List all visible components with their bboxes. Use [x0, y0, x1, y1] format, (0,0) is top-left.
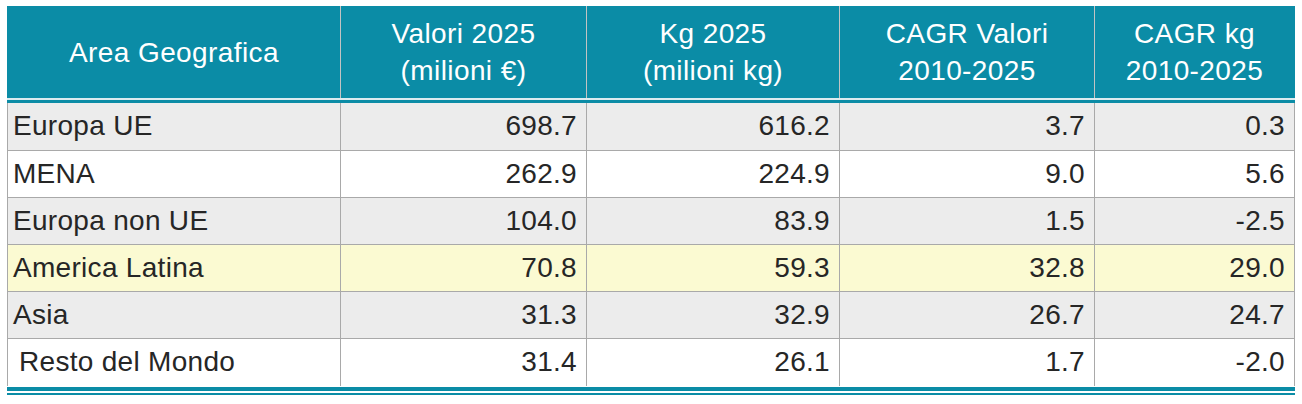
header-cell-kg-2025: Kg 2025 (milioni kg) [586, 6, 839, 98]
cagr-kg-cell: 0.3 [1094, 103, 1294, 150]
area-cell: Asia [8, 292, 340, 338]
table-row-asia: Asia 31.3 32.9 26.7 24.7 [8, 291, 1294, 338]
kg-2025-cell: 224.9 [586, 151, 839, 197]
table-row-america-latina-highlighted: America Latina 70.8 59.3 32.8 29.0 [8, 244, 1294, 291]
header-sublabel: 2010-2025 [898, 52, 1036, 89]
header-cell-cagr-valori: CAGR Valori 2010-2025 [839, 6, 1094, 98]
table-row-resto-del-mondo: Resto del Mondo 31.4 26.1 1.7 -2.0 [8, 338, 1294, 386]
header-cell-cagr-kg: CAGR kg 2010-2025 [1094, 6, 1294, 98]
valori-2025-cell: 698.7 [340, 103, 586, 150]
valori-2025-cell: 31.3 [340, 292, 586, 338]
cagr-kg-cell: 29.0 [1094, 245, 1294, 291]
cagr-kg-cell: 24.7 [1094, 292, 1294, 338]
header-sublabel: (milioni €) [401, 52, 527, 89]
valori-2025-cell: 70.8 [340, 245, 586, 291]
table-row-europa-non-ue: Europa non UE 104.0 83.9 1.5 -2.5 [8, 197, 1294, 244]
area-cell: Europa non UE [8, 198, 340, 244]
header-cell-valori-2025: Valori 2025 (milioni €) [340, 6, 586, 98]
cagr-kg-cell: 5.6 [1094, 151, 1294, 197]
header-label: CAGR kg [1134, 15, 1255, 52]
cagr-valori-cell: 1.7 [839, 339, 1094, 386]
geographic-area-table: Area Geografica Valori 2025 (milioni €) … [7, 6, 1295, 395]
cagr-valori-cell: 1.5 [839, 198, 1094, 244]
area-cell: Europa UE [8, 103, 340, 150]
kg-2025-cell: 32.9 [586, 292, 839, 338]
header-sublabel: (milioni kg) [643, 52, 783, 89]
header-cell-area-geografica: Area Geografica [8, 6, 340, 98]
area-cell: America Latina [8, 245, 340, 291]
table-header-row: Area Geografica Valori 2025 (milioni €) … [7, 6, 1295, 98]
cagr-valori-cell: 9.0 [839, 151, 1094, 197]
cagr-valori-cell: 3.7 [839, 103, 1094, 150]
valori-2025-cell: 262.9 [340, 151, 586, 197]
header-sublabel: 2010-2025 [1126, 52, 1264, 89]
area-cell: MENA [8, 151, 340, 197]
kg-2025-cell: 616.2 [586, 103, 839, 150]
cagr-kg-cell: -2.5 [1094, 198, 1294, 244]
valori-2025-cell: 104.0 [340, 198, 586, 244]
bottom-rule-thin [7, 393, 1295, 395]
kg-2025-cell: 59.3 [586, 245, 839, 291]
header-label: Kg 2025 [659, 15, 766, 52]
kg-2025-cell: 26.1 [586, 339, 839, 386]
kg-2025-cell: 83.9 [586, 198, 839, 244]
cagr-valori-cell: 32.8 [839, 245, 1094, 291]
table-row-mena: MENA 262.9 224.9 9.0 5.6 [8, 150, 1294, 197]
area-cell: Resto del Mondo [8, 339, 340, 386]
table-body: Europa UE 698.7 616.2 3.7 0.3 MENA 262.9… [7, 103, 1295, 386]
cagr-kg-cell: -2.0 [1094, 339, 1294, 386]
header-label: CAGR Valori [886, 15, 1049, 52]
valori-2025-cell: 31.4 [340, 339, 586, 386]
header-label: Area Geografica [69, 34, 279, 71]
header-label: Valori 2025 [392, 15, 536, 52]
table-row-europa-ue: Europa UE 698.7 616.2 3.7 0.3 [8, 103, 1294, 150]
cagr-valori-cell: 26.7 [839, 292, 1094, 338]
